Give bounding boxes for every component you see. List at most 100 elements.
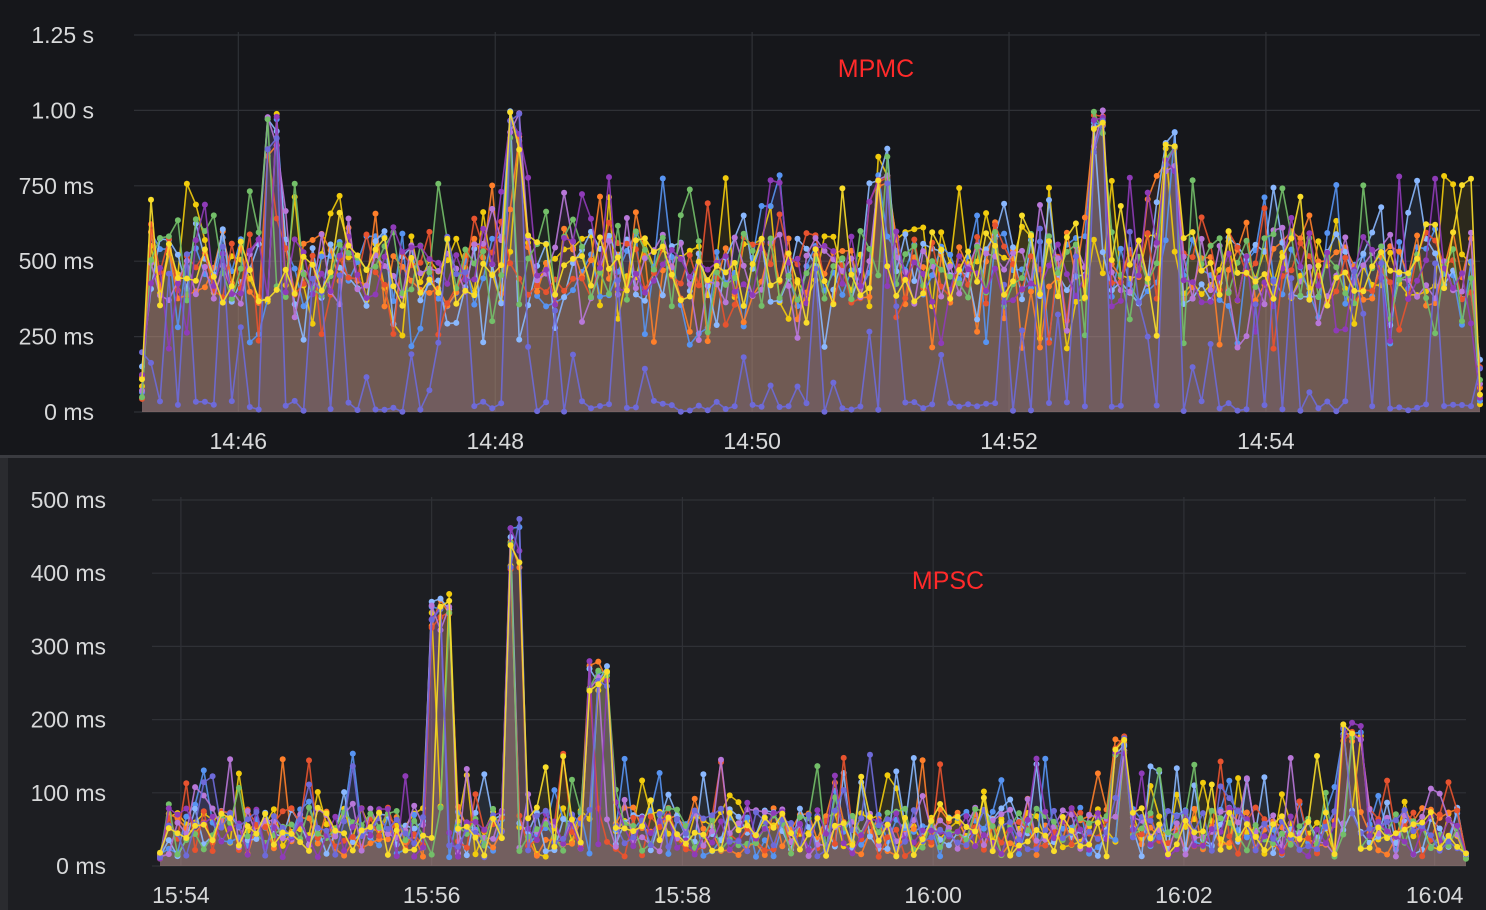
series-point <box>796 846 803 853</box>
series-point <box>426 269 433 276</box>
series-point <box>437 603 444 610</box>
series-point <box>1322 840 1329 847</box>
series-point <box>314 804 321 811</box>
series-point <box>1094 770 1101 777</box>
series-point <box>937 817 944 824</box>
series-point <box>1349 719 1356 726</box>
series-point <box>647 797 654 804</box>
series-point <box>704 329 711 336</box>
series-point <box>761 847 768 854</box>
series-point <box>428 851 435 858</box>
series-point <box>947 251 954 258</box>
series-point <box>586 850 593 857</box>
series-point <box>183 180 190 187</box>
series-point <box>1261 235 1268 242</box>
series-point <box>1252 284 1259 290</box>
series-point <box>821 247 828 254</box>
series-point <box>945 825 952 831</box>
series-point <box>1173 765 1180 772</box>
series-point <box>1234 269 1241 276</box>
series-point <box>570 216 576 223</box>
series-point <box>875 837 882 844</box>
series-point <box>489 272 496 279</box>
series-point <box>1384 814 1391 821</box>
series-point <box>612 824 619 831</box>
series-point <box>753 840 759 847</box>
series-point <box>1226 777 1233 784</box>
series-point <box>570 351 576 358</box>
series-point <box>1059 807 1066 814</box>
series-point <box>1270 231 1277 238</box>
series-point <box>408 244 415 251</box>
series-point <box>1315 282 1322 289</box>
series-point <box>1349 810 1356 817</box>
series-point <box>561 235 568 241</box>
series-point <box>945 831 952 838</box>
series-point <box>1010 244 1016 251</box>
series-point <box>588 215 594 222</box>
series-point <box>875 153 882 160</box>
series-point <box>1342 269 1349 276</box>
series-point <box>192 801 199 808</box>
series-point <box>761 837 768 844</box>
series-point <box>210 212 217 219</box>
series-point <box>1432 221 1439 228</box>
series-point <box>722 406 729 412</box>
series-point <box>1261 816 1268 823</box>
series-point <box>490 815 497 822</box>
series-point <box>902 814 908 821</box>
series-point <box>210 283 217 289</box>
series-point <box>785 315 792 322</box>
series-point <box>929 298 936 305</box>
series-point <box>606 238 612 245</box>
series-point <box>1217 815 1224 822</box>
series-point <box>910 826 917 832</box>
y-tick-label: 200 ms <box>31 707 106 733</box>
series-point <box>588 282 594 289</box>
series-point <box>597 265 603 271</box>
series-point <box>911 298 918 305</box>
series-point <box>490 844 497 851</box>
series-point <box>794 255 801 262</box>
series-point <box>972 843 979 850</box>
series-point <box>884 263 891 270</box>
series-point <box>402 773 409 780</box>
series-point <box>794 279 801 286</box>
series-line <box>141 112 1481 414</box>
series-point <box>656 848 663 855</box>
series-point <box>1357 723 1364 729</box>
series-point <box>481 771 488 778</box>
series-point <box>1324 398 1331 405</box>
series-point <box>363 282 370 289</box>
series-point <box>938 351 945 358</box>
series-point <box>1046 238 1052 245</box>
series-point <box>1314 850 1320 857</box>
series-point <box>327 288 334 295</box>
series-point <box>647 847 654 854</box>
series-point <box>157 849 163 856</box>
series-point <box>462 269 469 276</box>
series-point <box>1171 248 1178 255</box>
series-point <box>411 846 418 853</box>
series-point <box>471 235 478 242</box>
series-point <box>749 261 756 267</box>
series-point <box>1366 844 1373 851</box>
series-point <box>980 842 987 848</box>
series-point <box>358 805 365 812</box>
series-point <box>779 810 786 817</box>
series-point <box>1138 805 1145 812</box>
series-point <box>588 257 594 264</box>
y-tick-label: 300 ms <box>31 633 106 659</box>
series-point <box>1459 270 1465 277</box>
series-point <box>1252 301 1259 308</box>
series-point <box>481 826 488 833</box>
y-tick-label: 0 ms <box>56 853 106 879</box>
series-point <box>803 230 810 237</box>
series-point <box>323 850 330 857</box>
series-point <box>902 853 908 859</box>
series-point <box>327 269 334 276</box>
series-point <box>1182 851 1189 858</box>
series-point <box>1086 828 1093 835</box>
series-point <box>920 290 927 297</box>
series-point <box>318 270 325 277</box>
